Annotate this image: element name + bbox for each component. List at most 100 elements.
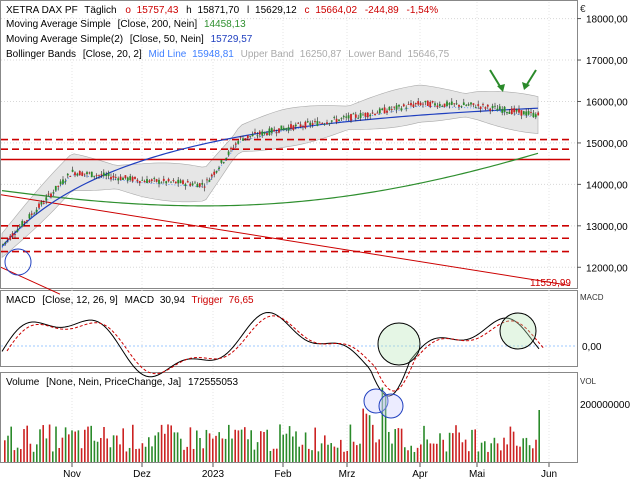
candle-body (23, 221, 26, 223)
candle-body (503, 106, 506, 112)
candle-body (86, 172, 88, 175)
candle-body (335, 118, 338, 123)
candle-body (323, 123, 326, 125)
candle-body (458, 104, 460, 107)
candle-body (290, 124, 292, 129)
candle-body (309, 122, 312, 126)
volume-bar (269, 450, 272, 462)
candle-body (486, 104, 489, 107)
x-tick-label: Mai (469, 469, 485, 480)
volume-bar (212, 438, 214, 462)
volume-bar (298, 446, 300, 462)
volume-bar (74, 431, 76, 462)
macd-line (1, 311, 540, 397)
candle-body (150, 179, 153, 181)
candle-body (215, 170, 218, 173)
y-axis: 12000,00 13000,00 14000,00 15000,00 16000,00… (577, 15, 628, 274)
candle-body (441, 106, 444, 107)
candle-body (54, 185, 57, 191)
volume-bar (247, 439, 249, 462)
candle-body (112, 175, 115, 178)
volume-bar (384, 394, 387, 462)
volume-bar (272, 448, 275, 462)
candle-body (448, 103, 451, 105)
candle-body (6, 238, 9, 240)
candle-body (117, 178, 120, 181)
volume-bar (381, 387, 384, 462)
volume-bar (496, 443, 499, 462)
candle-body (398, 104, 400, 107)
volume-bar (461, 442, 464, 462)
candle-body (74, 172, 76, 176)
candle-body (443, 103, 446, 107)
candle-body (390, 109, 393, 110)
volume-bar (55, 426, 57, 462)
candle-body (38, 203, 40, 208)
volume-bar (250, 430, 252, 462)
volume-bar (125, 451, 128, 462)
volume-bar (503, 437, 505, 462)
volume-bar (61, 437, 64, 462)
volume-bar (500, 450, 502, 462)
candle-body (258, 131, 261, 135)
volume-bar (52, 451, 54, 462)
bollinger-legend: Bollinger Bands [Close, 20, 2] Mid Line … (6, 49, 450, 60)
candle-body (254, 132, 256, 134)
candle-body (261, 131, 264, 136)
candle-body (210, 174, 213, 177)
volume-bar (535, 439, 537, 462)
candle-body (21, 221, 24, 227)
candle-body (198, 183, 201, 187)
candle-body (299, 124, 302, 127)
candle-body (62, 179, 64, 184)
volume-bar (391, 443, 393, 462)
volume-bar (87, 426, 89, 462)
candle-body (378, 108, 381, 114)
x-axis: Nov Dez 2023 Feb Mrz Apr Mai Jun (63, 463, 557, 480)
candle-body (42, 203, 45, 204)
volume-bar (276, 448, 278, 462)
volume-bar (301, 444, 304, 462)
candle-body (515, 109, 518, 112)
candle-body (491, 105, 494, 109)
candle-body (45, 197, 48, 201)
volume-bar (420, 444, 422, 462)
volume-bar (436, 443, 438, 462)
candle-body (311, 123, 314, 125)
candle-body (371, 112, 374, 114)
candle-body (518, 108, 520, 113)
volume-bar (333, 446, 336, 462)
candle-body (177, 179, 180, 184)
candle-body (537, 112, 540, 116)
candle-body (275, 132, 278, 134)
volume-bar (282, 434, 284, 462)
candle-body (414, 103, 417, 105)
volume-bar (183, 449, 185, 462)
volume-bar (375, 442, 377, 462)
volume-bar (240, 429, 243, 462)
candle-body (246, 135, 249, 139)
volume-bar (170, 425, 172, 462)
candle-body (2, 244, 4, 245)
volume-bar (119, 444, 121, 462)
candle-body (249, 135, 252, 137)
horizontal-levels (0, 138, 571, 295)
volume-bar (311, 450, 313, 462)
volume-bar (397, 428, 400, 462)
trigger-line (6, 315, 545, 392)
volume-bar (394, 429, 396, 462)
candle-body (357, 117, 360, 119)
volume-bar (199, 438, 201, 462)
candle-body (122, 177, 124, 180)
volume-bar (64, 427, 67, 462)
candle-body (191, 183, 194, 186)
candle-body (232, 147, 235, 150)
y-tick-label: 17000,00 (586, 56, 628, 67)
candle-body (388, 106, 391, 111)
currency-label: € (580, 4, 586, 15)
volume-bar (148, 437, 150, 462)
candle-body (263, 131, 266, 134)
volume-bar (304, 432, 307, 462)
volume-bar (48, 424, 51, 462)
candle-body (186, 181, 189, 183)
